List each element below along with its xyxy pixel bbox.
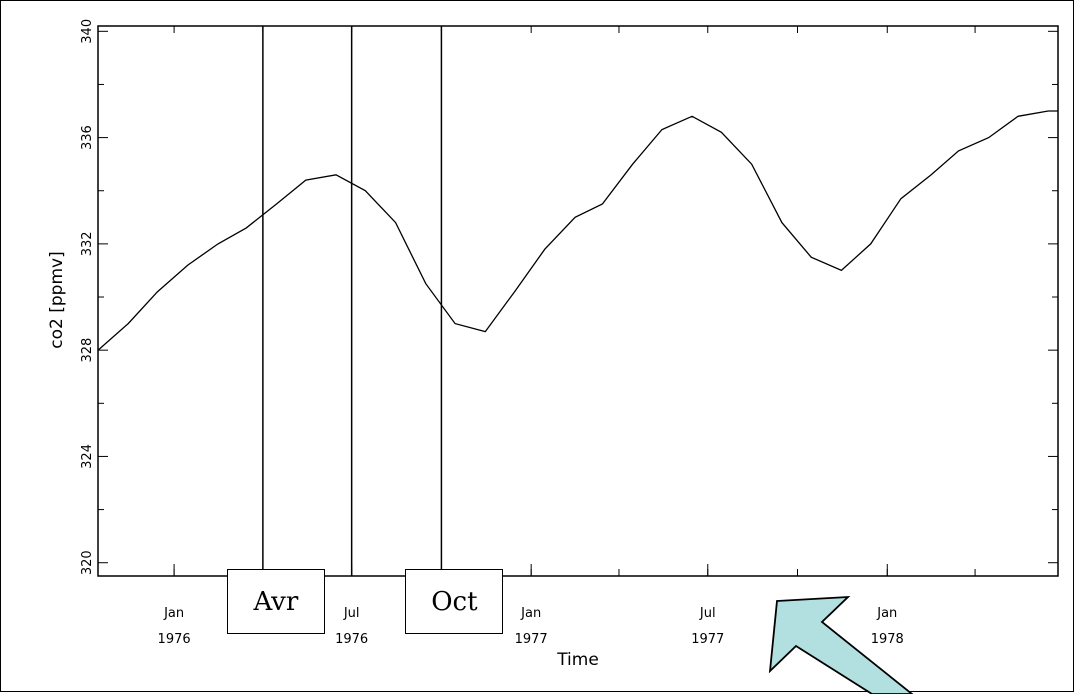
x-tick-label-year: 1978 [871,632,904,647]
annotation-box-oct: Oct [405,569,504,634]
x-tick-label-month: Jan [163,606,184,621]
x-axis-title: Time [556,650,599,670]
x-tick-label-month: Jan [876,606,897,621]
x-axis: Jan 1976 Jul 1976 Jan 1977 Jul 1977 Jan 1978 [158,26,976,647]
vertical-markers [262,26,443,576]
y-axis-title: co2 [ppmv] [47,251,67,348]
x-tick-label-month: Jan [520,606,541,621]
annotation-box-avr: Avr [226,569,325,634]
y-tick-label: 320 [80,550,95,575]
y-tick-label: 332 [80,231,95,256]
x-tick-label-month: Jul [699,606,716,621]
y-tick-label: 340 [80,19,95,44]
y-tick-label: 324 [80,444,95,469]
co2-series-line [97,110,1058,351]
pointer-arrow [768,595,914,694]
x-tick-label-year: 1977 [691,632,724,647]
plot-area [97,25,1059,577]
x-tick-label-month: Jul [343,606,360,621]
x-tick-label-year: 1976 [335,632,368,647]
y-tick-label: 336 [80,125,95,150]
arrow-shape [768,595,914,694]
y-tick-label: 328 [80,338,95,363]
x-tick-label-year: 1976 [158,632,191,647]
x-tick-label-year: 1977 [515,632,548,647]
y-axis: 320 324 328 332 336 340 [80,19,1058,575]
plot-border [97,25,1059,577]
